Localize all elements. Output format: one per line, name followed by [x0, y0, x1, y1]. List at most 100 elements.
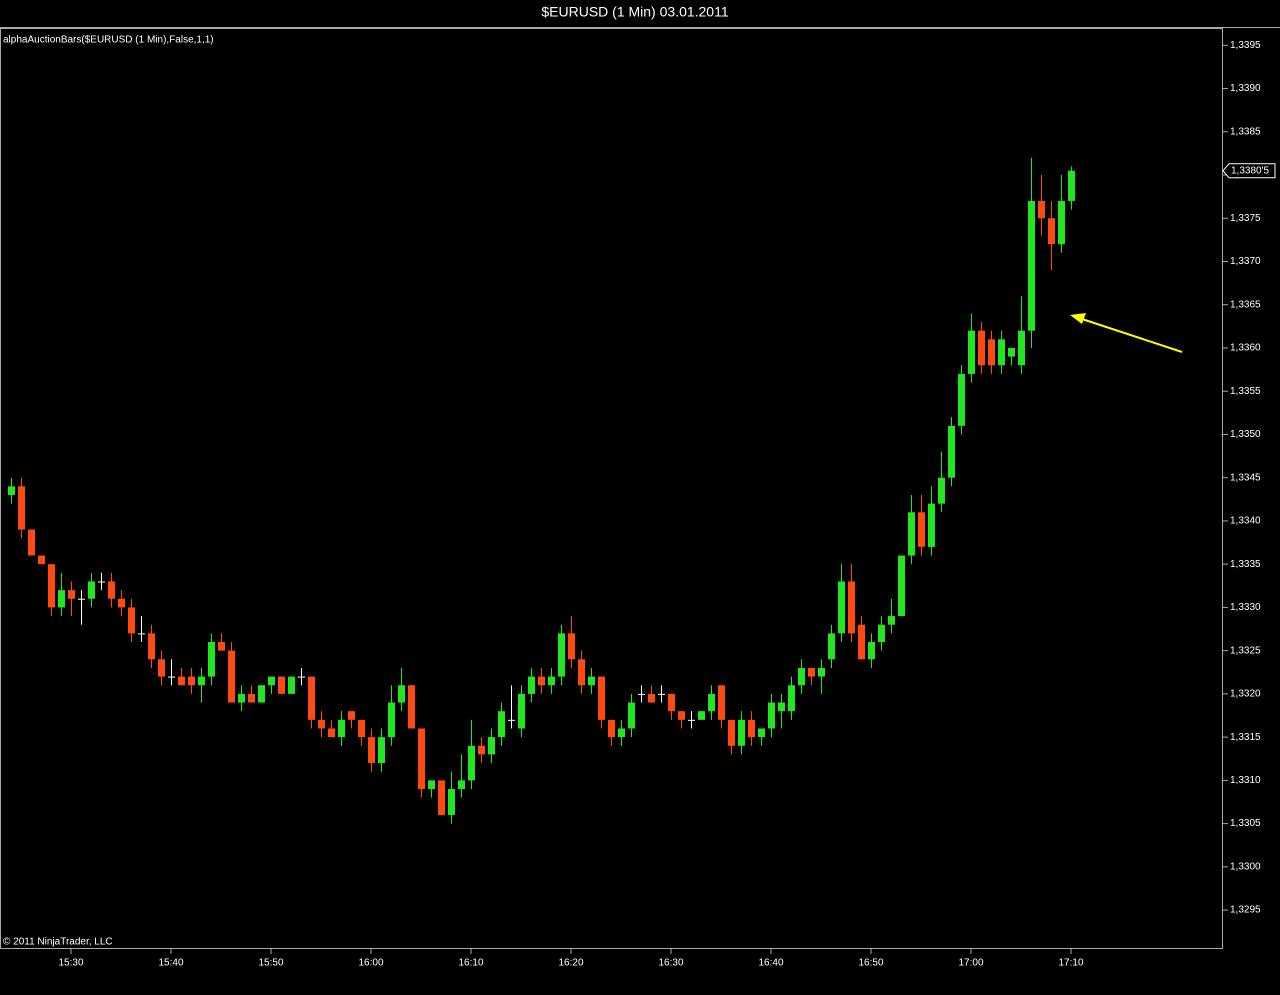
candle-body — [218, 642, 225, 651]
candle-body — [268, 676, 275, 686]
plot-frame — [0, 28, 1223, 949]
y-tick-label: 1,3365 — [1230, 299, 1261, 310]
candle-body — [438, 780, 445, 815]
candle-body — [588, 676, 595, 686]
candle-body — [378, 737, 385, 764]
arrow — [1070, 313, 1183, 353]
candle-body — [798, 667, 805, 686]
candle-body — [108, 581, 115, 599]
last-price-marker — [1222, 163, 1276, 179]
y-tick-label: 1,3370 — [1230, 256, 1261, 267]
candle-body — [818, 667, 825, 677]
candle-body — [758, 728, 765, 738]
candle-body — [128, 607, 135, 634]
y-tick-label: 1,3360 — [1230, 343, 1261, 354]
arrow-line — [1081, 318, 1183, 353]
y-tick-label: 1,3395 — [1230, 40, 1261, 51]
y-tick-label: 1,3385 — [1230, 126, 1261, 137]
candle-body — [708, 693, 715, 712]
x-tick-label: 17:10 — [1058, 958, 1083, 969]
x-tick-label: 15:40 — [158, 958, 183, 969]
candle-body — [188, 676, 195, 686]
candle-body — [848, 581, 855, 634]
candle-body — [388, 702, 395, 738]
candle-body — [718, 685, 725, 720]
candle-body — [118, 598, 125, 608]
candle-body — [148, 633, 155, 660]
candle-body — [808, 667, 815, 677]
candle-body — [558, 633, 565, 677]
candle-body — [628, 702, 635, 729]
candle-body — [878, 624, 885, 642]
candle-body — [348, 711, 355, 720]
candle-body — [468, 745, 475, 781]
candle-body — [368, 737, 375, 764]
candle-body — [38, 555, 45, 565]
x-tick-label: 16:50 — [858, 958, 883, 969]
x-tick-label: 15:50 — [258, 958, 283, 969]
candle-body — [258, 685, 265, 703]
x-tick-label: 17:00 — [958, 958, 983, 969]
candle-body — [198, 676, 205, 686]
candle-body — [978, 330, 985, 366]
candle-body — [528, 676, 535, 694]
y-tick-label: 1,3335 — [1230, 559, 1261, 570]
y-tick-label: 1,3355 — [1230, 386, 1261, 397]
y-tick-label: 1,3315 — [1230, 732, 1261, 743]
candle-body — [458, 780, 465, 790]
candle-body — [858, 624, 865, 660]
candle-body — [1038, 200, 1045, 219]
candle-body — [418, 728, 425, 790]
candle-body — [28, 529, 35, 556]
y-tick-label: 1,3330 — [1230, 602, 1261, 613]
candle-body — [958, 373, 965, 426]
candle-body — [768, 702, 775, 729]
candle-body — [868, 642, 875, 660]
candle-body — [178, 676, 185, 686]
candle-body — [1008, 347, 1015, 357]
candle-body — [288, 676, 295, 694]
candle-body — [548, 676, 555, 686]
candle-body — [168, 676, 175, 678]
y-tick-label: 1,3305 — [1230, 818, 1261, 829]
candle-body — [738, 719, 745, 746]
candle-body — [908, 512, 915, 556]
candle-body — [408, 685, 415, 729]
candle-body — [888, 616, 895, 625]
candle-body — [228, 650, 235, 703]
candle-body — [838, 581, 845, 634]
candle-body — [68, 590, 75, 599]
x-tick-label: 16:00 — [358, 958, 383, 969]
candle-body — [648, 693, 655, 703]
candle-body — [788, 685, 795, 712]
y-tick-label: 1,3325 — [1230, 645, 1261, 656]
candle-body — [968, 330, 975, 374]
candle-body — [1048, 218, 1055, 245]
candle-body — [688, 719, 695, 721]
arrow-head — [1070, 313, 1086, 324]
y-tick-label: 1,3345 — [1230, 472, 1261, 483]
candle-body — [328, 728, 335, 738]
candle-body — [448, 789, 455, 815]
candle-body — [518, 693, 525, 729]
candle-body — [248, 693, 255, 703]
x-tick-label: 16:40 — [758, 958, 783, 969]
candle-body — [508, 719, 515, 721]
x-tick-label: 16:30 — [658, 958, 683, 969]
candle-body — [678, 711, 685, 720]
candle-body — [948, 425, 955, 478]
candle-body — [928, 503, 935, 547]
y-tick-label: 1,3310 — [1230, 775, 1261, 786]
candle-body — [398, 685, 405, 703]
candle-body — [728, 719, 735, 746]
candle-body — [488, 737, 495, 755]
y-tick-label: 1,3390 — [1230, 83, 1261, 94]
candle-body — [538, 676, 545, 686]
y-tick-label: 1,3375 — [1230, 213, 1261, 224]
candle-body — [938, 477, 945, 504]
candle-body — [138, 633, 145, 635]
candle-body — [918, 512, 925, 547]
candle-body — [658, 693, 665, 695]
